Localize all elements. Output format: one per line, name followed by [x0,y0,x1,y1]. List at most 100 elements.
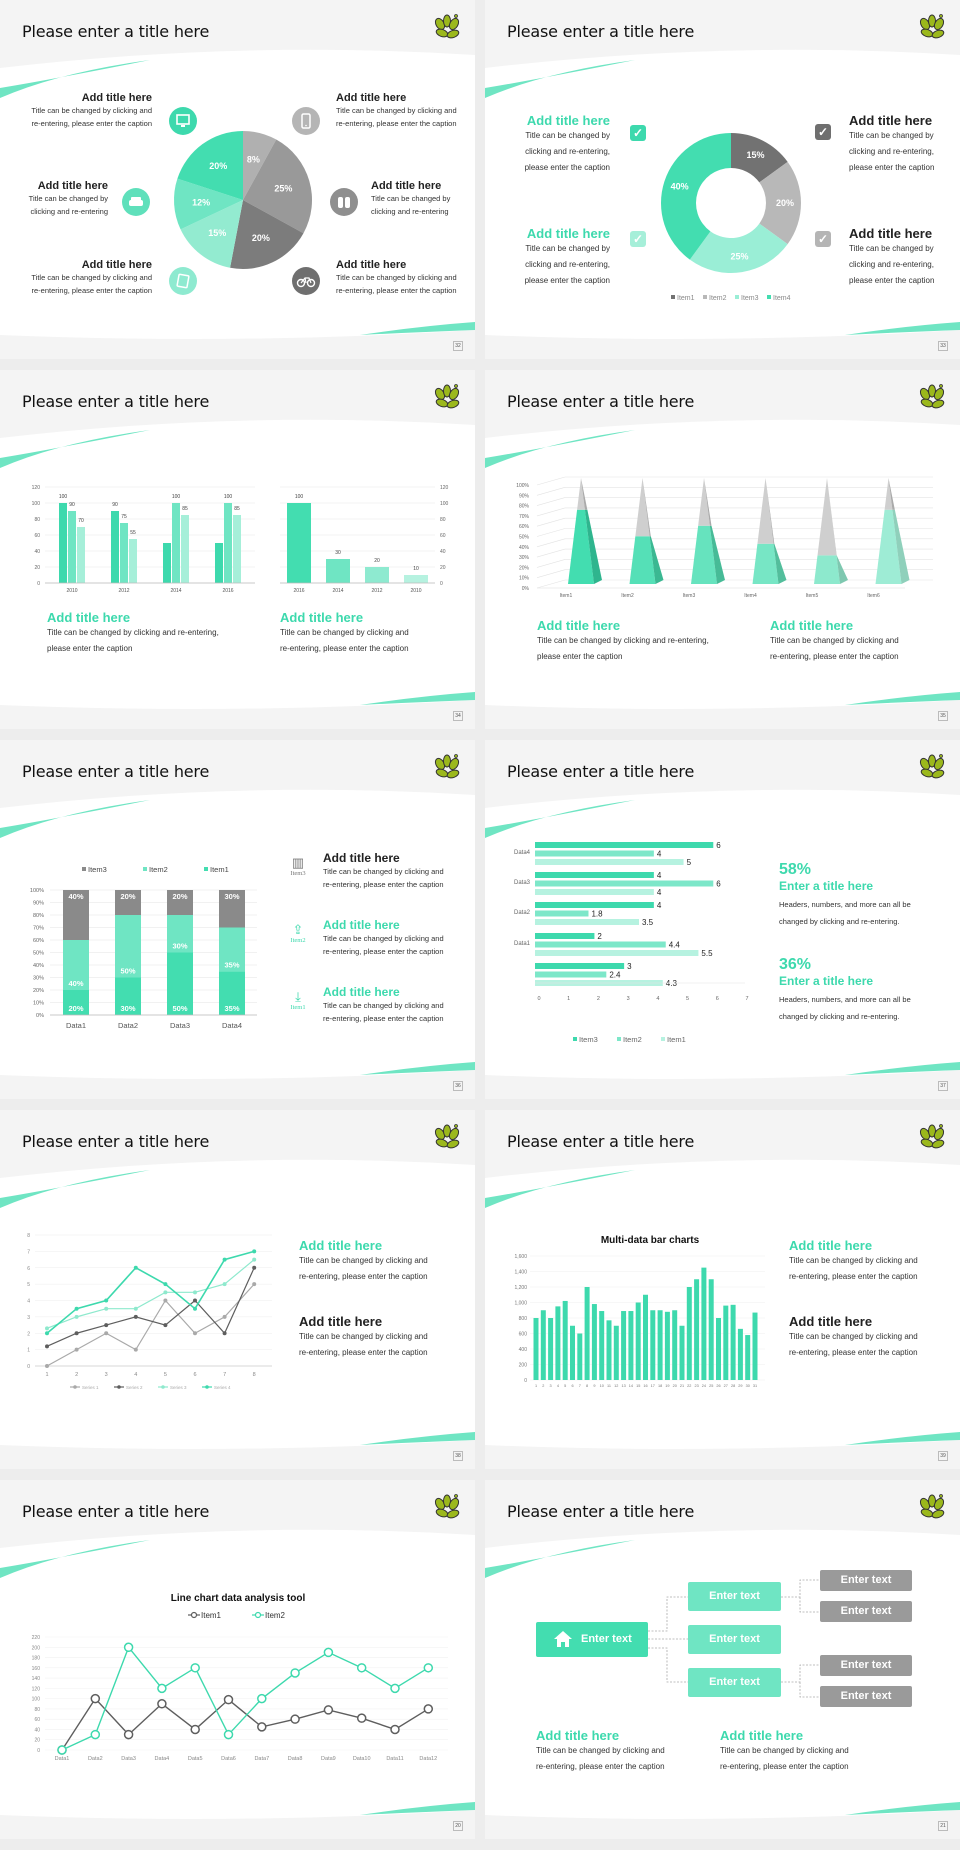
line-series [46,1283,255,1367]
slide-title[interactable]: Please enter a title here [22,1502,210,1521]
svg-text:1: 1 [535,1384,537,1388]
block-caption: Title can be changed by clicking and re-e… [336,106,457,128]
slide-title[interactable]: Please enter a title here [22,762,210,781]
slide-35[interactable]: Please enter a title here 35 0% 10% 20% 30%… [485,370,960,729]
bar [215,543,223,583]
text-block-2[interactable]: Add title here Title can be changed by cl… [323,918,473,958]
checkbox-icon[interactable]: ✓ [630,231,646,247]
svg-text:1,400: 1,400 [514,1270,527,1276]
text-block-top-left[interactable]: Add title here Title can be changed by cli… [485,113,610,176]
bar [59,503,67,583]
text-block-bottom-left[interactable]: Add title here Title can be changed by cli… [485,226,610,289]
text-block-mid-right[interactable]: Add title here Title can be changed by cli… [371,180,471,218]
text-block-mid-left[interactable]: Add title here Title can be changed by cli… [20,180,108,218]
slide-title[interactable]: Please enter a title here [22,392,210,411]
text-block-left[interactable]: Add title here Title can be changed by cl… [537,618,757,665]
page-number: 35 [938,711,948,721]
text-block-top[interactable]: Add title here Title can be changed by cl… [789,1238,959,1285]
svg-text:30%: 30% [224,892,239,901]
text-block-3[interactable]: Add title here Title can be changed by cl… [323,985,473,1025]
multi-bar-chart[interactable]: Multi-data bar charts 0 200 400 600 800 1,000 1… [485,1110,960,1469]
text-block-1[interactable]: Add title here Title can be changed by cl… [323,851,473,891]
slide-title[interactable]: Please enter a title here [507,22,695,41]
horizontal-bar-chart[interactable]: 3 2.4 4.3 2 4.4 5.5 Data1 4 1.8 3.5 Data2 4 6 4 Data3 6… [485,740,960,1099]
leaf-node[interactable]: Enter text [820,1686,912,1707]
pie-slice [661,133,731,260]
slide-title[interactable]: Please enter a title here [507,762,695,781]
pyramid-chart[interactable]: 0% 10% 20% 30% 40% 50% 60% 70% 80% 90% 100% Item1 It… [485,370,960,729]
text-block-top-right[interactable]: Add title here Title can be changed by cl… [336,92,471,130]
block-title: Add title here [37,180,108,192]
checkbox-icon[interactable]: ✓ [815,124,831,140]
line-chart-analysis[interactable]: Line chart data analysis tool 0 20 40 60 80 10… [0,1480,475,1839]
text-block-bottom[interactable]: Add title here Title can be changed by cl… [789,1314,959,1361]
text-block-right[interactable]: Add title here Title can be changed by cl… [280,610,460,657]
bar [535,971,607,978]
text-block-right[interactable]: Add title here Title can be changed by cl… [770,618,950,665]
svg-text:100%: 100% [516,483,529,489]
block-caption: Title can be changed by clicking and re-… [537,636,709,661]
slide-21[interactable]: Please enter a title here 21 Enter text E… [485,1480,960,1839]
bar-segment [115,890,141,915]
slide-title[interactable]: Please enter a title here [507,392,695,411]
icon-label: Item3 [290,870,306,877]
line-chart[interactable]: 0 1 2 3 4 5 6 7 8 1 2 3 4 5 6 7 8 Series 1 Series 2 Series … [0,1110,475,1469]
text-block-bottom-left[interactable]: Add title here Title can be changed by cl… [20,259,152,297]
text-block-left[interactable]: Add title here Title can be changed by cl… [536,1728,696,1775]
text-block-left[interactable]: Add title here Title can be changed by cl… [47,610,257,657]
text-block-bottom-right[interactable]: Add title here Title can be changed by cli… [849,226,960,289]
mid-node[interactable]: Enter text [688,1582,781,1611]
leaves-logo-icon [434,754,460,779]
root-node[interactable]: Enter text [536,1622,648,1657]
checkbox-icon[interactable]: ✓ [630,125,646,141]
svg-text:40%: 40% [33,963,44,969]
chart-title: Line chart data analysis tool [171,1593,306,1604]
svg-text:85: 85 [234,506,240,512]
slide-title[interactable]: Please enter a title here [507,1502,695,1521]
svg-text:2016: 2016 [293,588,304,594]
text-block-top-right[interactable]: Add title here Title can be changed by cli… [849,113,960,176]
line-series [46,1267,255,1347]
svg-text:Data5: Data5 [188,1756,203,1762]
leaf-node[interactable]: Enter text [820,1655,912,1676]
slide-36[interactable]: Please enter a title here 36 0% 10% 20% 30%… [0,740,475,1099]
block-caption: Title can be changed by clicking and re-e… [323,934,444,956]
slide-37[interactable]: Please enter a title here 37 3 2.4 4.3 2 4.4… [485,740,960,1099]
leaf-node[interactable]: Enter text [820,1601,912,1622]
slide-34[interactable]: Please enter a title here 34 0 0 20 20 40 40 6… [0,370,475,729]
slide-33[interactable]: Please enter a title here 33 15% 20% 25% 40… [485,0,960,359]
bar [287,503,311,583]
stacked-bar-chart[interactable]: 0% 10% 20% 30% 40% 50% 60% 70% 80% 90% 100% Item3 It… [0,740,475,1099]
svg-text:40: 40 [440,549,446,555]
stat-block[interactable]: 36% Enter a title here Headers, numbers, a… [779,956,959,1025]
slide-title[interactable]: Please enter a title here [22,22,210,41]
text-block-bottom[interactable]: Add title here Title can be changed by cl… [299,1314,469,1361]
text-block-bottom-right[interactable]: Add title here Title can be changed by cl… [336,259,471,297]
mid-node[interactable]: Enter text [688,1625,781,1654]
donut-chart[interactable]: 15% 20% 25% 40% Item1 Item2 Item3 Item4 [485,0,960,359]
mid-node[interactable]: Enter text [688,1668,781,1697]
bar-segment [115,915,141,978]
pie-chart[interactable]: 8% 25% 20% 15% 12% 20% [0,0,475,359]
slide-20[interactable]: Please enter a title here 20 Line chart … [0,1480,475,1839]
text-block-top-left[interactable]: Add title here Title can be changed by cl… [20,92,152,130]
svg-text:4: 4 [557,1384,559,1388]
svg-text:120: 120 [32,485,41,491]
slide-39[interactable]: Please enter a title here 39 Multi-data … [485,1110,960,1469]
stat-block[interactable]: 58% Enter a title here Headers, numbers, a… [779,861,959,930]
pie-slice [243,131,277,200]
slide-title[interactable]: Please enter a title here [507,1132,695,1151]
stat-title: Enter a title here [779,974,874,988]
checkbox-icon[interactable]: ✓ [815,231,831,247]
text-block-right[interactable]: Add title here Title can be changed by cl… [720,1728,880,1775]
text-block-top[interactable]: Add title here Title can be changed by cl… [299,1238,469,1285]
svg-text:40: 40 [34,1727,40,1733]
svg-text:13: 13 [621,1384,625,1388]
svg-text:5: 5 [564,1384,566,1388]
slide-title[interactable]: Please enter a title here [22,1132,210,1151]
slide-32[interactable]: Please enter a title here 32 8% 25% 20% 15%… [0,0,475,359]
slice-label: 15% [747,150,765,160]
leaf-node[interactable]: Enter text [820,1570,912,1591]
